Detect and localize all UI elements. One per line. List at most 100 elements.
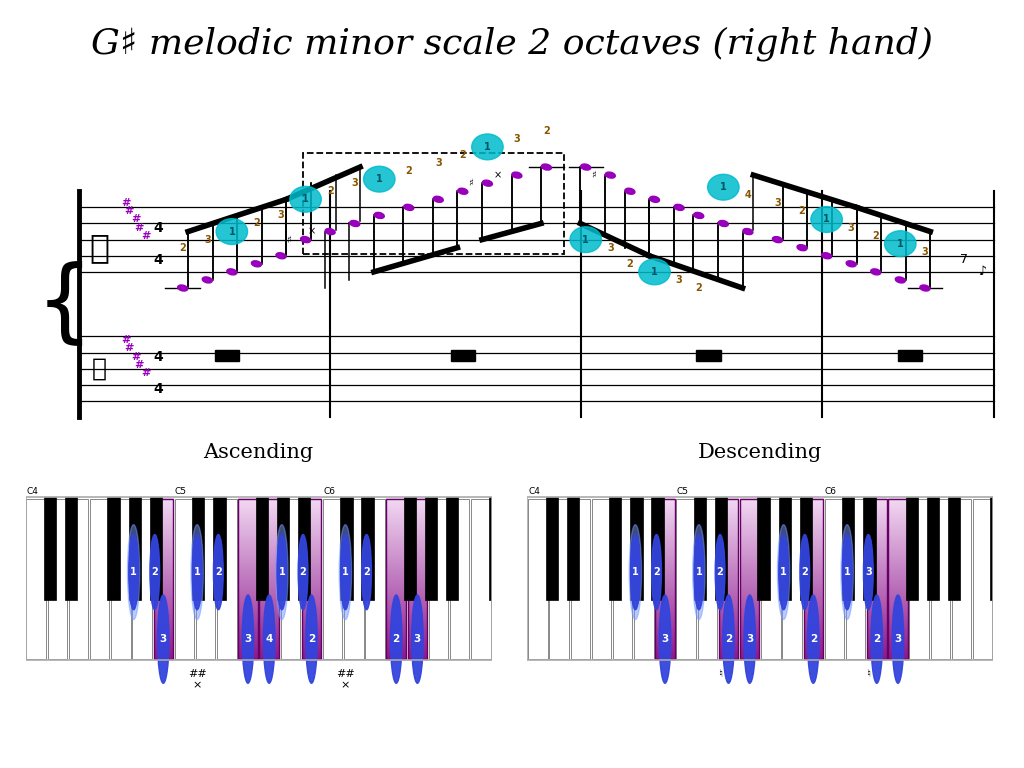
Ellipse shape — [674, 204, 684, 210]
Bar — [696, 350, 721, 361]
Bar — [90, 498, 110, 659]
Text: ×: × — [494, 170, 502, 180]
Bar — [527, 497, 993, 660]
Bar — [256, 497, 268, 600]
Text: #: # — [124, 343, 133, 353]
Bar — [408, 498, 427, 659]
Text: 1: 1 — [194, 567, 201, 577]
Bar — [782, 498, 802, 659]
Circle shape — [863, 535, 873, 610]
Ellipse shape — [625, 188, 635, 194]
Bar — [824, 498, 844, 659]
Ellipse shape — [870, 269, 881, 275]
Text: 3: 3 — [278, 210, 285, 220]
Circle shape — [193, 535, 202, 610]
Bar — [634, 498, 653, 659]
Bar — [471, 498, 490, 659]
Bar — [69, 498, 88, 659]
Circle shape — [871, 595, 883, 684]
Bar — [26, 497, 492, 660]
Bar — [846, 498, 865, 659]
Text: ♯: ♯ — [468, 178, 473, 188]
Text: 2: 2 — [695, 283, 702, 293]
Text: ♯: ♯ — [591, 170, 596, 180]
Circle shape — [275, 525, 288, 620]
Bar — [715, 497, 727, 600]
Bar — [196, 498, 215, 659]
Text: 3: 3 — [435, 158, 441, 168]
Bar — [888, 498, 907, 659]
Circle shape — [631, 535, 640, 610]
Circle shape — [158, 595, 169, 684]
Ellipse shape — [252, 261, 261, 266]
Ellipse shape — [482, 180, 493, 186]
Bar — [239, 498, 258, 659]
Bar — [761, 498, 780, 659]
Text: #: # — [124, 207, 133, 217]
Text: 2: 2 — [152, 567, 158, 577]
Bar — [27, 498, 46, 659]
Text: 2: 2 — [873, 634, 881, 644]
Text: 2: 2 — [406, 166, 412, 176]
Bar — [450, 498, 469, 659]
Text: 4: 4 — [265, 634, 272, 644]
Circle shape — [243, 595, 254, 684]
Text: 1: 1 — [823, 214, 829, 224]
Ellipse shape — [433, 197, 443, 202]
Text: 2: 2 — [300, 567, 306, 577]
Text: C6: C6 — [825, 487, 837, 496]
Text: 1: 1 — [484, 142, 490, 152]
Text: 2: 2 — [653, 567, 659, 577]
Text: 3: 3 — [922, 247, 928, 257]
Circle shape — [639, 259, 671, 285]
Circle shape — [306, 595, 317, 684]
Ellipse shape — [178, 285, 187, 291]
Text: ##
×: ## × — [336, 669, 354, 690]
Ellipse shape — [458, 188, 468, 194]
Text: ♮: ♮ — [866, 669, 870, 679]
Bar — [592, 498, 611, 659]
Text: 1: 1 — [342, 567, 349, 577]
Bar — [340, 497, 352, 600]
Circle shape — [777, 525, 790, 620]
Bar — [215, 350, 240, 361]
Text: 1: 1 — [780, 567, 787, 577]
Circle shape — [341, 535, 350, 610]
Circle shape — [570, 227, 601, 253]
Text: ♯: ♯ — [286, 234, 291, 245]
Bar — [403, 497, 416, 600]
Ellipse shape — [605, 172, 615, 178]
Bar — [758, 497, 770, 600]
Text: Descending: Descending — [697, 443, 822, 462]
Circle shape — [276, 535, 287, 610]
Circle shape — [191, 525, 204, 620]
Bar — [655, 498, 675, 659]
Ellipse shape — [375, 213, 384, 218]
Ellipse shape — [719, 220, 728, 227]
Text: 2: 2 — [364, 567, 370, 577]
Text: 2: 2 — [799, 207, 805, 217]
Bar — [129, 497, 141, 600]
Text: 4: 4 — [744, 190, 752, 200]
Text: 𝄢: 𝄢 — [92, 356, 106, 381]
Bar — [800, 497, 812, 600]
Bar — [154, 498, 173, 659]
Text: 1: 1 — [583, 234, 589, 245]
Circle shape — [390, 595, 402, 684]
Text: 3: 3 — [514, 134, 520, 144]
Ellipse shape — [403, 204, 414, 210]
Circle shape — [811, 207, 843, 233]
Bar — [842, 497, 854, 600]
Circle shape — [800, 535, 810, 610]
Bar — [298, 497, 310, 600]
Bar — [259, 498, 279, 659]
Ellipse shape — [920, 285, 930, 291]
Text: ♪: ♪ — [979, 266, 987, 278]
Bar — [65, 497, 77, 600]
Bar — [302, 498, 322, 659]
Text: 1: 1 — [228, 227, 236, 237]
Circle shape — [364, 166, 395, 192]
Text: Ascending: Ascending — [203, 443, 313, 462]
Text: 3: 3 — [351, 178, 358, 188]
Circle shape — [715, 535, 725, 610]
